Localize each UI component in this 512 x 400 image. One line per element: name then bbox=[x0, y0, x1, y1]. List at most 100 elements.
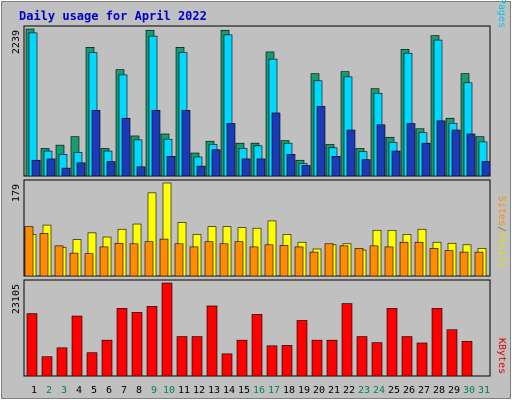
chart-title: Daily usage for April 2022 bbox=[19, 9, 207, 23]
x-tick-day-2: 2 bbox=[46, 385, 52, 396]
bar-kbytes-day-3 bbox=[56, 347, 68, 377]
bar-kbytes-day-23 bbox=[356, 336, 368, 377]
x-tick-day-21: 21 bbox=[328, 385, 340, 396]
bar-sites-day-31 bbox=[474, 251, 484, 277]
bar-sites-day-27 bbox=[414, 241, 424, 277]
bar-kbytes-day-25 bbox=[386, 308, 398, 377]
bar-pages-day-5 bbox=[91, 110, 101, 177]
bar-sites-day-25 bbox=[384, 246, 394, 277]
legend-entry-0: KBytes bbox=[496, 338, 507, 374]
bar-kbytes-day-14 bbox=[221, 353, 233, 377]
bar-sites-day-24 bbox=[369, 245, 379, 277]
bar-kbytes-day-27 bbox=[416, 342, 428, 377]
bar-pages-day-28 bbox=[436, 120, 446, 177]
bar-pages-day-17 bbox=[271, 112, 281, 177]
bar-sites-day-20 bbox=[309, 251, 319, 277]
bar-sites-day-14 bbox=[219, 243, 229, 277]
bar-kbytes-day-29 bbox=[446, 329, 458, 377]
bar-sites-day-4 bbox=[69, 252, 79, 277]
x-tick-day-1: 1 bbox=[31, 385, 37, 396]
bar-kbytes-day-6 bbox=[101, 339, 113, 377]
bar-sites-day-12 bbox=[189, 246, 199, 277]
legend-hits-files-pages: Hits/Files/Pages bbox=[496, 0, 507, 28]
bar-kbytes-day-5 bbox=[86, 352, 98, 377]
bar-kbytes-day-1 bbox=[26, 313, 38, 377]
bar-pages-day-3 bbox=[61, 167, 71, 177]
bar-pages-day-14 bbox=[226, 123, 236, 177]
bar-pages-day-21 bbox=[331, 156, 341, 177]
bar-sites-day-7 bbox=[114, 242, 124, 277]
bar-marks bbox=[24, 28, 491, 377]
bar-pages-day-4 bbox=[76, 162, 86, 177]
bar-kbytes-day-11 bbox=[176, 336, 188, 377]
x-tick-day-4: 4 bbox=[76, 385, 82, 396]
x-tick-day-14: 14 bbox=[223, 385, 235, 396]
bar-sites-day-18 bbox=[279, 245, 289, 277]
bar-pages-day-23 bbox=[361, 159, 371, 177]
bar-pages-day-11 bbox=[181, 110, 191, 177]
bar-pages-day-29 bbox=[451, 129, 461, 177]
x-tick-day-6: 6 bbox=[106, 385, 112, 396]
bar-sites-day-23 bbox=[354, 248, 364, 277]
bar-pages-day-24 bbox=[376, 124, 386, 177]
bar-kbytes-day-28 bbox=[431, 308, 443, 377]
bar-sites-day-26 bbox=[399, 241, 409, 277]
y-max-label-kbytes: 23105 bbox=[11, 284, 22, 314]
x-tick-day-31: 31 bbox=[478, 385, 490, 396]
legend-kbytes: KBytes bbox=[496, 338, 507, 374]
bar-kbytes-day-30 bbox=[461, 341, 473, 377]
x-tick-day-17: 17 bbox=[268, 385, 280, 396]
bar-pages-day-27 bbox=[421, 142, 431, 177]
bar-pages-day-7 bbox=[121, 117, 131, 177]
bar-kbytes-day-10 bbox=[161, 282, 173, 377]
bar-kbytes-day-2 bbox=[41, 356, 53, 377]
bar-kbytes-day-21 bbox=[326, 339, 338, 377]
bar-pages-day-9 bbox=[151, 110, 161, 177]
bar-kbytes-day-22 bbox=[341, 303, 353, 377]
x-tick-day-18: 18 bbox=[283, 385, 295, 396]
bar-pages-day-1 bbox=[31, 159, 41, 177]
x-tick-day-23: 23 bbox=[358, 385, 370, 396]
x-tick-day-5: 5 bbox=[91, 385, 97, 396]
legend-entry-2: Visits bbox=[496, 232, 507, 268]
bar-kbytes-day-26 bbox=[401, 336, 413, 377]
x-tick-day-24: 24 bbox=[373, 385, 385, 396]
x-tick-day-25: 25 bbox=[388, 385, 400, 396]
bar-pages-day-2 bbox=[46, 158, 56, 177]
x-tick-day-15: 15 bbox=[238, 385, 250, 396]
x-tick-day-30: 30 bbox=[463, 385, 475, 396]
bar-sites-day-8 bbox=[129, 243, 139, 277]
bar-pages-day-20 bbox=[316, 106, 326, 177]
bar-pages-day-15 bbox=[241, 158, 251, 177]
bar-sites-day-5 bbox=[84, 253, 94, 277]
bar-sites-day-10 bbox=[159, 238, 169, 277]
bar-sites-day-1 bbox=[24, 226, 34, 277]
bar-kbytes-day-19 bbox=[296, 320, 308, 377]
x-tick-day-3: 3 bbox=[61, 385, 67, 396]
bar-kbytes-day-8 bbox=[131, 312, 143, 377]
y-max-label-hits: 2239 bbox=[11, 30, 22, 54]
x-tick-day-20: 20 bbox=[313, 385, 325, 396]
bar-kbytes-day-20 bbox=[311, 339, 323, 377]
x-tick-day-27: 27 bbox=[418, 385, 430, 396]
bar-kbytes-day-18 bbox=[281, 345, 293, 377]
bar-sites-day-13 bbox=[204, 241, 214, 277]
bar-pages-day-22 bbox=[346, 129, 356, 177]
bar-pages-day-31 bbox=[481, 161, 491, 177]
bar-sites-day-29 bbox=[444, 250, 454, 277]
bar-files-day-1 bbox=[28, 32, 38, 177]
bar-kbytes-day-17 bbox=[266, 345, 278, 377]
x-tick-day-12: 12 bbox=[193, 385, 205, 396]
bar-sites-day-22 bbox=[339, 245, 349, 277]
x-tick-day-22: 22 bbox=[343, 385, 355, 396]
bar-kbytes-day-13 bbox=[206, 305, 218, 377]
bar-pages-day-30 bbox=[466, 133, 476, 177]
bar-pages-day-10 bbox=[166, 156, 176, 177]
bar-kbytes-day-12 bbox=[191, 336, 203, 377]
x-tick-day-26: 26 bbox=[403, 385, 415, 396]
x-tick-day-9: 9 bbox=[151, 385, 157, 396]
x-tick-day-19: 19 bbox=[298, 385, 310, 396]
bar-kbytes-day-7 bbox=[116, 308, 128, 377]
bar-pages-day-12 bbox=[196, 165, 206, 177]
